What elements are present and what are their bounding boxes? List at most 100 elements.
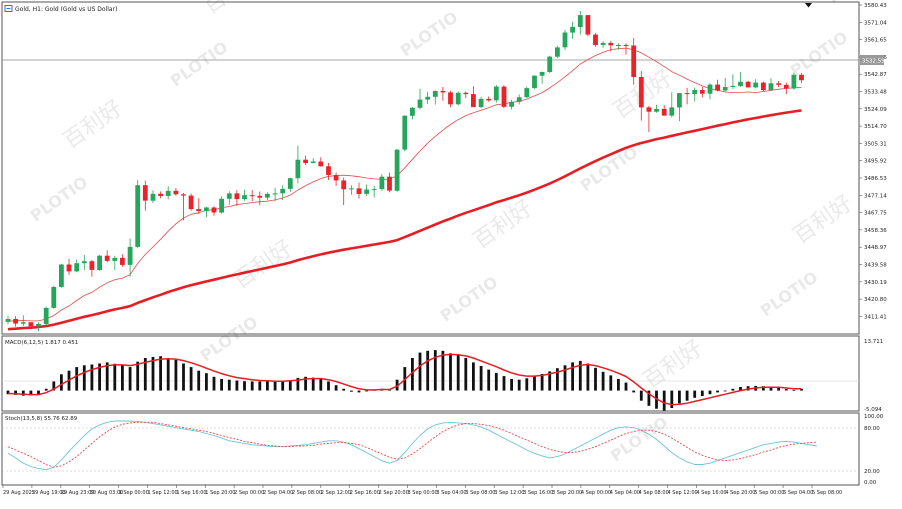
price-panel-frame	[1, 1, 860, 335]
candle-body	[516, 97, 522, 102]
macd-bar	[762, 386, 765, 391]
candle-body	[295, 159, 301, 179]
candle	[410, 107, 415, 120]
candle-body	[722, 87, 728, 91]
candle-body	[265, 193, 270, 198]
macd-bar	[426, 350, 430, 391]
macd-bar	[105, 362, 109, 391]
macd-bar	[304, 376, 307, 391]
candle-body	[158, 193, 163, 196]
candle	[219, 196, 224, 214]
candle-body	[287, 178, 293, 189]
candle	[677, 92, 682, 122]
candle	[394, 148, 400, 192]
price-tick-label: 3514.70	[864, 124, 887, 130]
candle-body	[600, 42, 606, 45]
candle	[181, 193, 186, 221]
ma-fast-layer	[7, 47, 802, 322]
time-tick-label: 2 Sep 12:00	[321, 490, 351, 496]
price-tick-label: 3467.75	[864, 211, 887, 217]
candle	[36, 322, 41, 332]
candle-body	[402, 115, 408, 150]
macd-bar	[639, 390, 643, 401]
time-tick-label: 29 Aug 2025	[3, 490, 35, 496]
price-tick-label: 3542.87	[864, 72, 887, 78]
time-tick-label: 2 Sep 20:00	[379, 490, 409, 496]
macd-bar	[281, 381, 285, 391]
candle	[402, 115, 408, 152]
macd-bar	[82, 365, 86, 391]
candle	[120, 254, 125, 267]
candle	[356, 182, 362, 199]
price-tick-label: 3448.97	[864, 245, 887, 251]
candle-body	[509, 101, 514, 107]
candle-body	[150, 193, 156, 201]
macd-bar	[556, 368, 559, 391]
macd-bar	[395, 379, 399, 391]
current-price-value: 3532.59	[862, 59, 885, 65]
macd-bar	[174, 359, 178, 391]
candle	[440, 87, 446, 101]
macd-panel: MACD(6,12,5) 1.817 0.451 13.711 -5.094	[2, 339, 883, 413]
macd-signal-layer	[7, 353, 802, 406]
macd-bar	[288, 380, 292, 391]
stoch-lines	[7, 420, 817, 471]
time-tick-label: 3 Sep 04:00	[436, 490, 466, 496]
macd-bar	[777, 387, 780, 391]
candle	[272, 187, 278, 202]
time-tick-label: 4 Sep 12:00	[668, 490, 698, 496]
candle	[432, 90, 438, 105]
candle-body	[799, 74, 804, 81]
candle-body	[272, 193, 278, 195]
candle	[303, 155, 308, 165]
candle	[349, 185, 354, 195]
symbol-label: Gold, H1: Gold (Gold vs US Dollar)	[15, 6, 117, 13]
macd-bar	[143, 358, 147, 391]
stoch-label: Stoch(13,5,8) 55.76 62.89	[5, 416, 78, 422]
stoch-ytick-80: 80.00	[864, 426, 880, 432]
ma-slow-layer	[7, 109, 802, 331]
candle-body	[417, 99, 423, 108]
candle	[761, 81, 766, 92]
candle-body	[127, 246, 133, 265]
candle-body	[13, 319, 18, 324]
macd-bar	[433, 350, 437, 391]
candle	[165, 186, 171, 200]
price-tick-label: 3571.04	[864, 20, 887, 26]
candle	[20, 315, 26, 326]
macd-bar	[800, 388, 803, 391]
candle-body	[242, 195, 247, 200]
macd-bar	[350, 390, 353, 392]
candle	[127, 238, 133, 277]
candle	[5, 315, 11, 325]
macd-bar	[311, 377, 315, 391]
macd-bar	[739, 387, 742, 391]
candle-body	[28, 322, 34, 327]
candle	[448, 90, 453, 108]
candle	[501, 85, 507, 108]
time-tick-label: 29 Aug 19:00	[32, 490, 66, 496]
time-tick-label: 1 Sep 12:00	[148, 490, 178, 496]
ma-fast-line	[7, 47, 802, 322]
stoch-ytick-100: 100.00	[864, 414, 884, 420]
scroll-marker-icon[interactable]	[805, 3, 812, 8]
candle-body	[638, 77, 644, 108]
macd-bar	[731, 388, 735, 391]
macd-bar	[586, 363, 590, 391]
candle-body	[631, 45, 637, 77]
candle-body	[257, 195, 263, 198]
candle-body	[532, 75, 537, 89]
candle-body	[196, 209, 202, 211]
candle-body	[81, 261, 87, 264]
price-tick-label: 3430.19	[864, 280, 887, 286]
macd-bar	[243, 381, 246, 391]
macd-bar	[182, 363, 185, 391]
macd-bar	[159, 356, 162, 391]
candle	[59, 263, 64, 288]
time-tick-label: 4 Sep 00:00	[581, 490, 611, 496]
macd-bar	[525, 378, 529, 391]
candle	[417, 88, 423, 110]
candle-body	[707, 84, 713, 94]
time-tick-label: 4 Sep 20:00	[725, 490, 755, 496]
candle-body	[654, 108, 659, 112]
